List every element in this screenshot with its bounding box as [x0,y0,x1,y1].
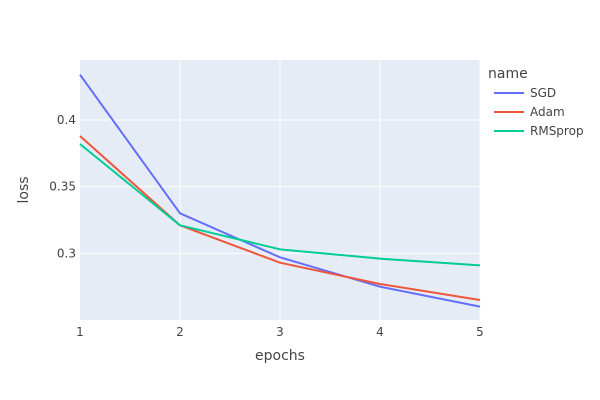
y-axis-title: loss [16,176,32,203]
x-tick-label: 4 [376,325,384,339]
x-tick-label: 3 [276,325,284,339]
x-axis-ticks: 1 2 3 4 5 [76,325,484,339]
x-tick-label: 1 [76,325,84,339]
series-line-adam [79,135,481,301]
x-tick-label: 2 [176,325,184,339]
legend-item-rmsprop[interactable]: RMSprop [494,124,584,138]
legend: name SGD Adam RMSprop [488,66,584,138]
legend-label: SGD [530,86,556,100]
grid-lines [80,60,481,320]
legend-title: name [488,66,528,82]
series-lines [79,74,481,308]
legend-item-sgd[interactable]: SGD [494,86,556,100]
series-line-sgd [79,74,481,308]
series-line-rmsprop [79,143,481,267]
y-tick-label: 0.4 [57,113,76,127]
legend-label: RMSprop [530,124,584,138]
legend-item-adam[interactable]: Adam [494,105,565,119]
x-tick-label: 5 [476,325,484,339]
legend-label: Adam [530,105,565,119]
x-axis-title: epochs [255,348,305,364]
legend-items: SGD Adam RMSprop [494,86,584,138]
y-tick-label: 0.3 [57,246,76,260]
y-tick-label: 0.35 [49,180,76,194]
y-axis-ticks: 0.3 0.35 0.4 [49,113,76,260]
